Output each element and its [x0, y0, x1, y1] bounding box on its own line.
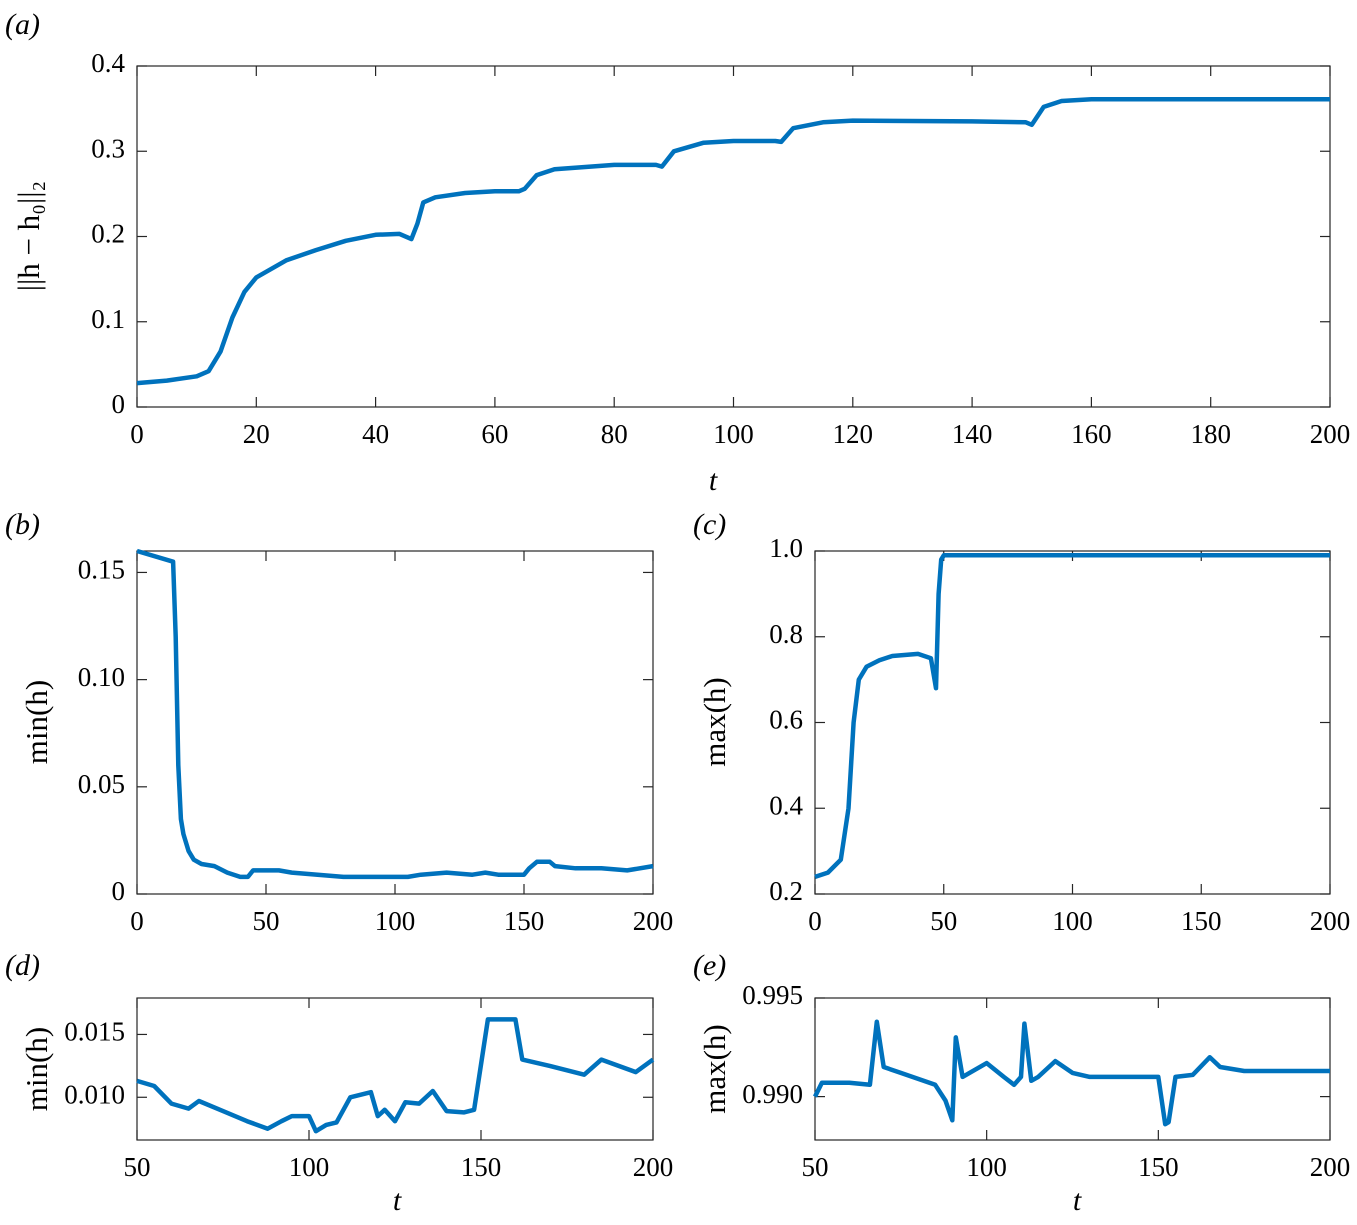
x-tick-label: 0 [130, 906, 144, 936]
x-tick-label: 0 [808, 906, 822, 936]
y-axis-label: max(h) [697, 677, 732, 767]
x-tick-label: 100 [966, 1152, 1007, 1182]
x-tick-label: 100 [375, 906, 416, 936]
y-tick-label: 0 [112, 389, 126, 419]
x-tick-label: 150 [1138, 1152, 1179, 1182]
x-tick-label: 40 [362, 419, 389, 449]
y-tick-label: 0.2 [91, 219, 125, 249]
y-tick-label: 0.4 [91, 48, 125, 78]
y-tick-label: 0.010 [64, 1079, 125, 1109]
data-line [136, 548, 654, 880]
x-tick-label: 0 [130, 419, 144, 449]
y-tick-label: 0.8 [769, 619, 803, 649]
y-tick-label: 0.990 [742, 1079, 803, 1109]
y-tick-label: 0.995 [742, 980, 803, 1010]
y-tick-label: 0.2 [769, 876, 803, 906]
y-axis-label: ||h − h₀||₂ [11, 181, 46, 291]
y-tick-label: 0.15 [78, 555, 125, 585]
plot-frame [136, 65, 1331, 408]
panel-label: (d) [5, 949, 40, 982]
data-line [814, 553, 1330, 880]
x-tick-label: 140 [952, 419, 993, 449]
x-tick-label: 80 [601, 419, 628, 449]
x-tick-label: 100 [1052, 906, 1093, 936]
plot-frame [136, 997, 654, 1141]
x-tick-label: 50 [253, 906, 280, 936]
x-tick-label: 120 [833, 419, 874, 449]
x-tick-label: 200 [1310, 906, 1351, 936]
panel-label: (c) [693, 508, 726, 541]
x-axis-label: t [709, 464, 718, 497]
x-tick-label: 200 [1310, 1152, 1351, 1182]
panel-label: (e) [693, 949, 726, 982]
y-tick-label: 0.015 [64, 1017, 125, 1047]
y-axis-label: max(h) [697, 1024, 732, 1114]
data-line [812, 1019, 1330, 1127]
x-tick-label: 150 [504, 906, 545, 936]
plot-frame [136, 550, 654, 895]
x-tick-label: 20 [243, 419, 270, 449]
x-axis-label: t [393, 1184, 402, 1217]
x-tick-label: 60 [481, 419, 508, 449]
x-tick-label: 50 [124, 1152, 151, 1182]
x-tick-label: 100 [713, 419, 754, 449]
x-tick-label: 50 [930, 906, 957, 936]
data-line [136, 96, 1330, 386]
x-tick-label: 150 [1181, 906, 1222, 936]
panel-label: (b) [5, 508, 40, 541]
x-tick-label: 100 [289, 1152, 330, 1182]
y-tick-label: 0.10 [78, 662, 125, 692]
y-tick-label: 0.6 [769, 705, 803, 735]
x-tick-label: 200 [1310, 419, 1351, 449]
x-tick-label: 200 [633, 1152, 674, 1182]
y-tick-label: 0.1 [91, 304, 125, 334]
y-axis-label: min(h) [19, 680, 54, 764]
plot-frame [814, 550, 1331, 895]
x-tick-label: 50 [802, 1152, 829, 1182]
y-tick-label: 0.05 [78, 769, 125, 799]
x-tick-label: 150 [461, 1152, 502, 1182]
data-line [136, 1017, 655, 1134]
panel-label: (a) [5, 8, 40, 41]
x-tick-label: 200 [633, 906, 674, 936]
y-tick-label: 0.4 [769, 790, 803, 820]
x-tick-label: 180 [1190, 419, 1231, 449]
x-tick-label: 160 [1071, 419, 1112, 449]
y-tick-label: 0.3 [91, 133, 125, 163]
x-axis-label: t [1073, 1184, 1082, 1217]
y-axis-label: min(h) [19, 1027, 54, 1111]
y-tick-label: 1.0 [769, 533, 803, 563]
y-tick-label: 0 [112, 876, 126, 906]
